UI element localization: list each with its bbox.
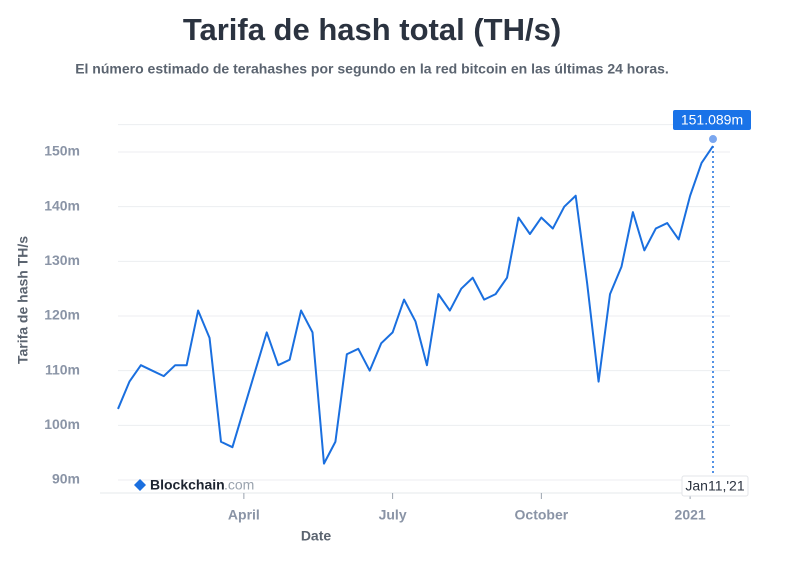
- x-tick-label: July: [379, 507, 407, 523]
- value-tooltip-label: 151.089m: [681, 112, 743, 128]
- x-axis-label: Date: [301, 528, 332, 544]
- value-tooltip: [673, 110, 751, 131]
- date-tooltip: [681, 475, 749, 497]
- chart-title: Tarifa de hash total (TH/s): [183, 12, 561, 47]
- watermark-brand: Blockchain: [150, 477, 225, 493]
- date-tooltip-label: Jan11,'21: [685, 478, 744, 494]
- x-tick-label: April: [228, 507, 260, 523]
- y-tick-label: 110m: [45, 361, 80, 377]
- y-tick-label: 140m: [44, 197, 80, 213]
- watermark-suffix: .com: [224, 477, 254, 493]
- line-series: [117, 145, 714, 465]
- y-tick-label: 150m: [44, 143, 80, 159]
- y-tick-label: 100m: [44, 416, 80, 432]
- y-axis-label: Tarifa de hash TH/s: [15, 236, 31, 364]
- last-point: [709, 135, 717, 144]
- y-tick-label: 120m: [44, 307, 80, 323]
- x-tick-label: October: [515, 507, 569, 523]
- logo-icon: [134, 479, 146, 491]
- x-tick-label: 2021: [675, 507, 706, 523]
- watermark: Blockchain .com: [134, 477, 254, 493]
- chart-subtitle: El número estimado de terahashes por seg…: [75, 61, 669, 77]
- y-tick-label: 130m: [44, 252, 80, 268]
- y-tick-label: 90m: [52, 471, 80, 487]
